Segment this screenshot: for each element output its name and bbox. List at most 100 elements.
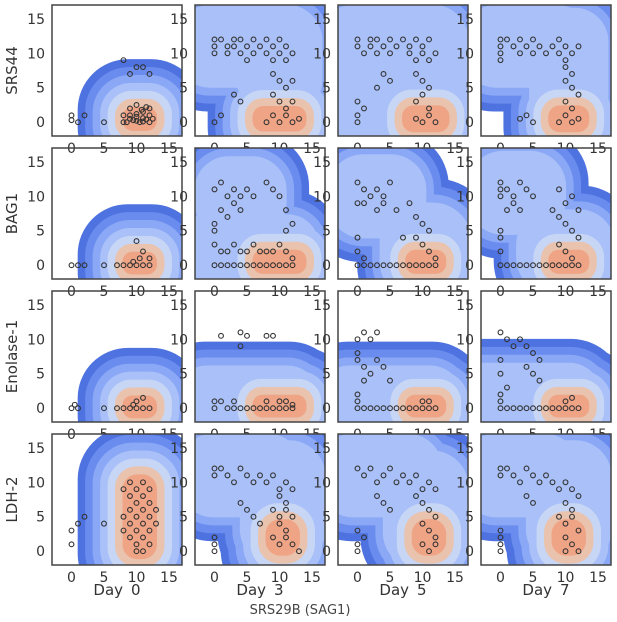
- data-point: [517, 479, 523, 486]
- data-point: [517, 179, 523, 186]
- y-tick-label: 0: [322, 401, 331, 417]
- x-tick-label: 10: [414, 284, 432, 300]
- data-point: [575, 115, 582, 122]
- data-point: [120, 262, 127, 269]
- data-point: [374, 262, 380, 269]
- data-point: [530, 405, 536, 412]
- data-point: [497, 548, 504, 555]
- data-point: [133, 499, 140, 506]
- data-point: [562, 64, 569, 71]
- x-tick-label: 0: [67, 427, 76, 443]
- data-point: [231, 241, 237, 248]
- data-point: [211, 227, 218, 234]
- x-tick-label: 0: [496, 284, 505, 300]
- data-point: [387, 377, 393, 384]
- data-point: [432, 255, 439, 262]
- data-point: [549, 262, 556, 269]
- y-tick-label: 15: [170, 441, 188, 457]
- data-point: [419, 50, 426, 57]
- points: [211, 329, 296, 412]
- x-tick-label: 15: [303, 570, 321, 586]
- data-point: [497, 248, 504, 255]
- density-contour: [405, 249, 447, 274]
- data-point: [562, 534, 569, 541]
- data-point: [504, 186, 510, 193]
- data-point: [120, 57, 127, 64]
- data-point: [530, 36, 536, 43]
- y-tick-label: 0: [322, 544, 331, 560]
- y-tick-label: 10: [170, 332, 188, 348]
- data-point: [361, 377, 367, 384]
- y-tick-label: 15: [313, 155, 331, 171]
- data-point: [549, 207, 556, 214]
- data-point: [75, 119, 81, 126]
- points: [497, 329, 582, 412]
- data-point: [276, 486, 283, 493]
- data-point: [120, 119, 127, 126]
- x-tick-label: 15: [303, 284, 321, 300]
- data-point: [556, 486, 562, 493]
- data-point: [374, 479, 380, 486]
- data-point: [276, 262, 283, 269]
- data-point: [510, 405, 517, 412]
- data-point: [283, 84, 289, 91]
- density: [338, 5, 468, 136]
- data-point: [114, 405, 120, 412]
- y-tick-label: 10: [170, 475, 188, 491]
- data-point: [133, 102, 140, 108]
- data-point: [426, 227, 432, 234]
- data-point: [569, 84, 575, 91]
- data-point: [237, 465, 244, 472]
- panel-frame: [337, 290, 469, 423]
- y-tick-label: 15: [170, 12, 188, 28]
- data-point: [562, 77, 569, 84]
- data-point: [211, 119, 218, 126]
- points: [68, 479, 159, 555]
- x-tick-label: 0: [67, 284, 76, 300]
- data-point: [75, 405, 81, 412]
- data-point: [231, 91, 237, 98]
- points: [354, 329, 439, 412]
- data-point: [387, 405, 393, 412]
- data-point: [231, 200, 237, 207]
- data-point: [263, 479, 270, 486]
- data-point: [556, 213, 562, 220]
- data-point: [283, 527, 289, 534]
- data-point: [536, 479, 543, 486]
- y-tick-label: 5: [465, 367, 474, 383]
- data-point: [562, 248, 569, 255]
- data-point: [231, 36, 237, 43]
- points: [211, 179, 296, 269]
- data-point: [406, 405, 413, 412]
- data-point: [400, 472, 406, 479]
- x-tick-label: 10: [557, 284, 575, 300]
- data-point: [354, 119, 361, 126]
- panel-frame: [51, 4, 183, 137]
- data-point: [413, 493, 419, 500]
- data-point: [133, 64, 140, 71]
- data-point: [380, 193, 387, 200]
- points: [497, 179, 582, 269]
- data-point: [504, 336, 510, 343]
- data-point: [497, 370, 504, 377]
- panel-frame: [194, 147, 326, 280]
- data-point: [237, 343, 244, 350]
- data-point: [68, 117, 75, 124]
- data-point: [380, 70, 387, 77]
- data-point: [374, 493, 380, 500]
- y-tick-label: 10: [27, 475, 45, 491]
- data-point: [569, 541, 575, 548]
- data-point: [419, 241, 426, 248]
- data-point: [575, 527, 582, 534]
- y-tick-label: 0: [36, 258, 45, 274]
- data-point: [146, 499, 153, 506]
- data-point: [244, 43, 250, 50]
- data-point: [419, 520, 426, 527]
- y-tick-label: 15: [170, 155, 188, 171]
- data-point: [413, 262, 419, 269]
- data-point: [517, 262, 523, 269]
- panel-frame: [480, 4, 612, 137]
- data-point: [133, 238, 140, 245]
- x-tick-label: 10: [128, 284, 146, 300]
- data-point: [120, 527, 127, 534]
